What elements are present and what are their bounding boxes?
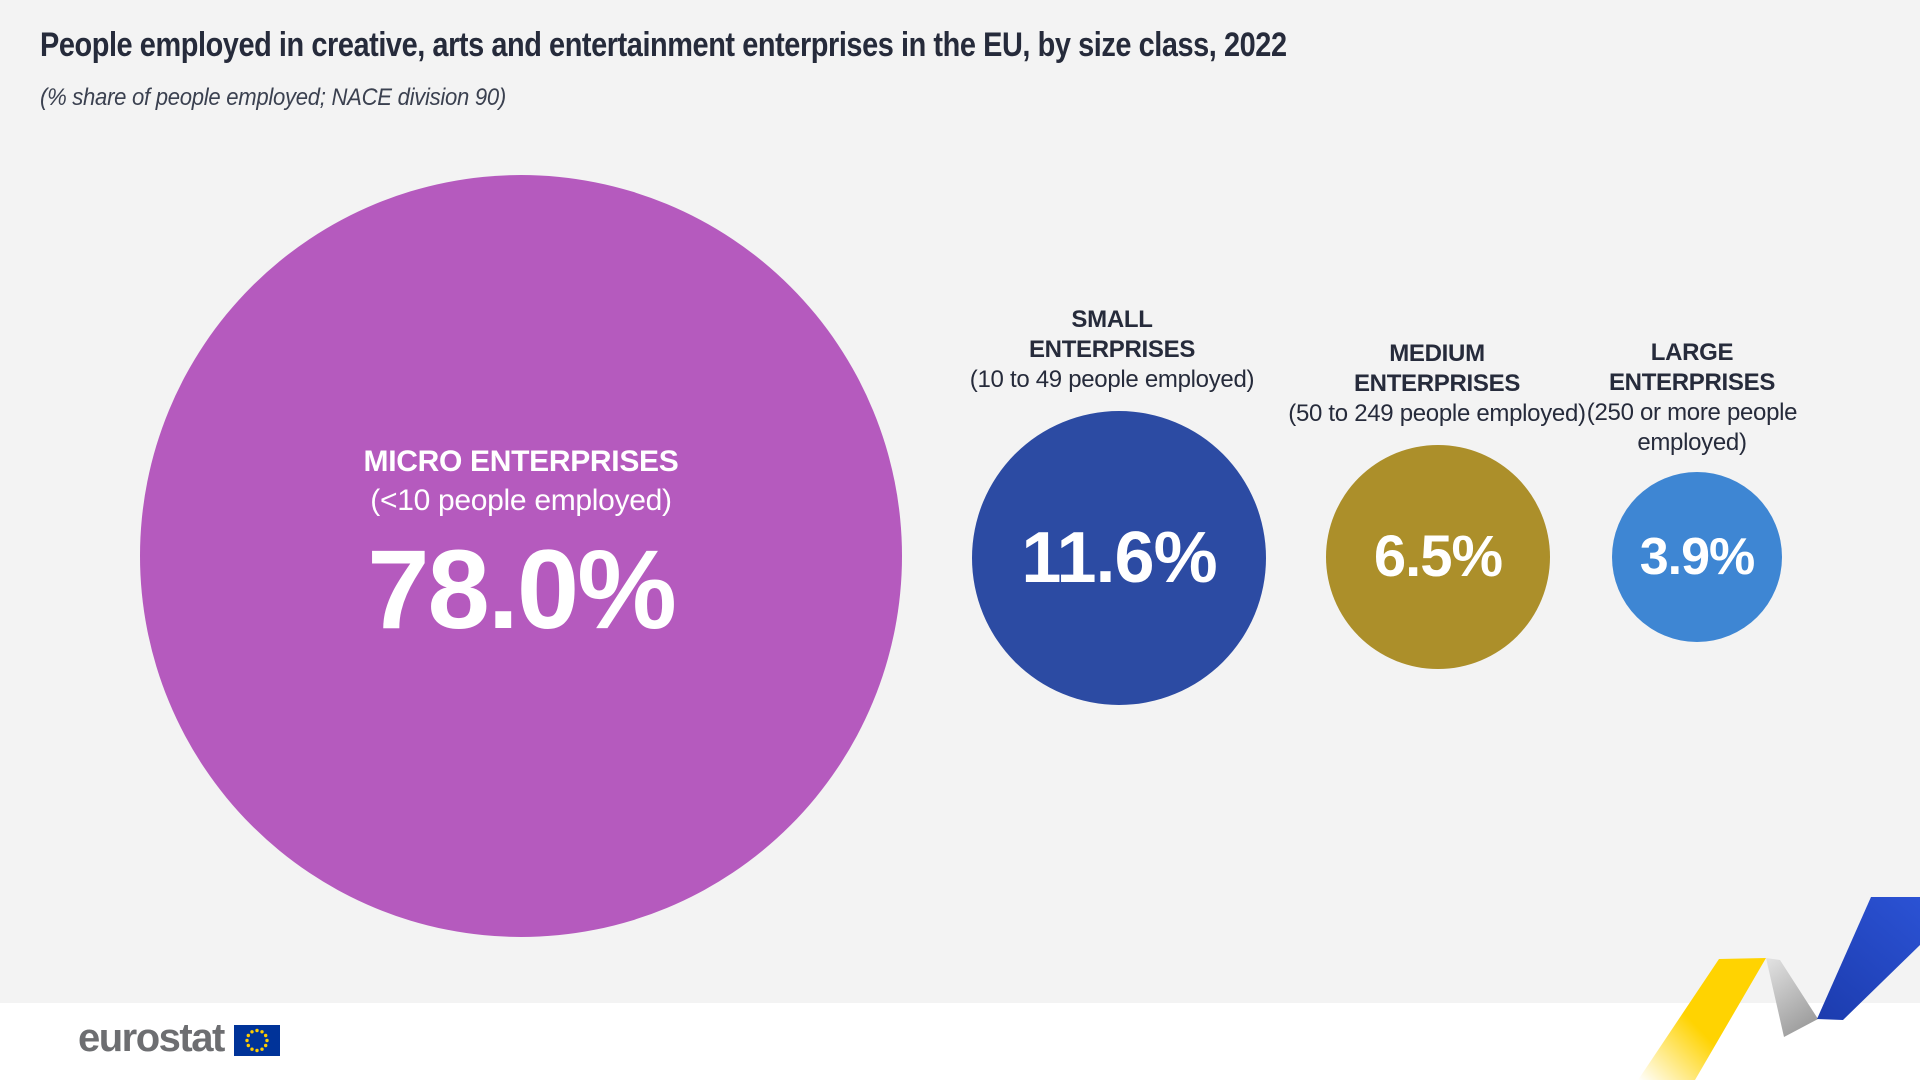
ribbon-yellow-stripe: [1638, 958, 1766, 1080]
eurostat-wordmark: eurostat: [78, 1016, 225, 1060]
label-small-enterprises: SMALL ENTERPRISES (10 to 49 people emplo…: [942, 305, 1282, 395]
footer-band: [0, 1003, 1920, 1080]
eu-flag-icon: [233, 1024, 280, 1056]
bubble-micro-content: MICRO ENTERPRISES (<10 people employed) …: [364, 442, 679, 646]
label-large-name: LARGE ENTERPRISES: [1608, 339, 1776, 396]
bubble-micro-qualifier: (<10 people employed): [370, 484, 672, 517]
bubble-medium-value: 6.5%: [1373, 524, 1503, 589]
bubble-medium-enterprises: 6.5%: [1326, 445, 1550, 669]
label-small-qualifier: (10 to 49 people employed): [969, 366, 1255, 393]
bubble-large-enterprises: 3.9%: [1612, 472, 1782, 642]
bubble-micro-enterprises: MICRO ENTERPRISES (<10 people employed) …: [140, 175, 902, 937]
bubble-large-value: 3.9%: [1639, 528, 1756, 586]
label-small-name: SMALL ENTERPRISES: [1028, 306, 1196, 363]
bubble-small-value: 11.6%: [1021, 518, 1217, 598]
page-subtitle: (% share of people employed; NACE divisi…: [40, 84, 506, 111]
label-large-enterprises: LARGE ENTERPRISES (250 or more people em…: [1562, 338, 1822, 458]
label-medium-qualifier: (50 to 249 people employed): [1288, 400, 1586, 427]
bubble-micro-name: MICRO ENTERPRISES: [363, 445, 679, 478]
label-medium-name: MEDIUM ENTERPRISES: [1353, 340, 1521, 397]
eurostat-logo: eurostat: [78, 1018, 280, 1058]
decorative-ribbon-graphic: [1638, 897, 1920, 1080]
label-medium-enterprises: MEDIUM ENTERPRISES (50 to 249 people emp…: [1267, 339, 1607, 429]
bubble-small-enterprises: 11.6%: [972, 411, 1266, 705]
bubble-micro-value: 78.0%: [367, 527, 677, 652]
ribbon-gray-fold: [1766, 958, 1818, 1037]
ribbon-blue-stripe: [1817, 897, 1920, 1020]
page-title: People employed in creative, arts and en…: [40, 26, 1287, 64]
label-large-qualifier: (250 or more people employed): [1586, 399, 1798, 456]
